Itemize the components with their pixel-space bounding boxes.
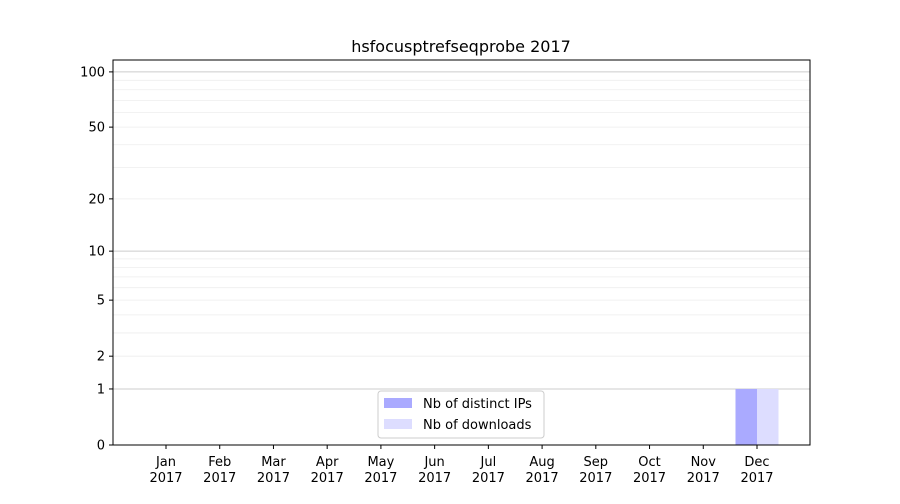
- legend: Nb of distinct IPs Nb of downloads: [377, 390, 545, 439]
- x-tick-label: Mar: [261, 455, 286, 470]
- x-tick-label: Jul: [480, 455, 497, 470]
- y-tick-label: 20: [88, 192, 105, 207]
- x-tick-label: Jan: [155, 455, 176, 470]
- y-tick-label: 50: [88, 121, 105, 136]
- x-tick-label: May: [367, 455, 394, 470]
- legend-swatch: [384, 398, 412, 408]
- x-tick-label: 2017: [687, 471, 720, 486]
- chart-title: hsfocusptrefseqprobe 2017: [351, 37, 571, 56]
- y-tick-label: 0: [97, 439, 105, 454]
- x-tick-label: Oct: [638, 455, 660, 470]
- x-tick-label: 2017: [526, 471, 559, 486]
- legend-swatch: [384, 419, 412, 429]
- x-tick-label: Sep: [584, 455, 609, 470]
- x-tick-label: Aug: [529, 455, 554, 470]
- bar-downloads: [757, 388, 779, 445]
- y-tick-label: 10: [88, 245, 105, 260]
- x-tick-label: 2017: [472, 471, 505, 486]
- legend-label: Nb of downloads: [423, 418, 532, 433]
- x-tick-label: 2017: [149, 471, 182, 486]
- x-tick-label: Dec: [744, 455, 769, 470]
- x-tick-label: Apr: [316, 455, 339, 470]
- x-tick-label: Jun: [423, 455, 444, 470]
- bar-distinct-ips: [735, 388, 757, 445]
- x-tick-label: 2017: [364, 471, 397, 486]
- y-tick-label: 100: [80, 65, 105, 80]
- x-tick-label: Nov: [691, 455, 717, 470]
- x-tick-label: 2017: [203, 471, 236, 486]
- x-tick-label: 2017: [740, 471, 773, 486]
- x-tick-label: 2017: [311, 471, 344, 486]
- plot-frame: [112, 59, 811, 446]
- x-tick-label: Feb: [208, 455, 231, 470]
- x-tick-label: 2017: [257, 471, 290, 486]
- legend-label: Nb of distinct IPs: [423, 397, 532, 412]
- x-tick-label: 2017: [579, 471, 612, 486]
- x-tick-label: 2017: [633, 471, 666, 486]
- y-tick-label: 2: [97, 350, 105, 365]
- legend-box: [377, 390, 545, 439]
- x-tick-label: 2017: [418, 471, 451, 486]
- y-tick-label: 1: [97, 382, 105, 397]
- y-tick-label: 5: [97, 294, 105, 309]
